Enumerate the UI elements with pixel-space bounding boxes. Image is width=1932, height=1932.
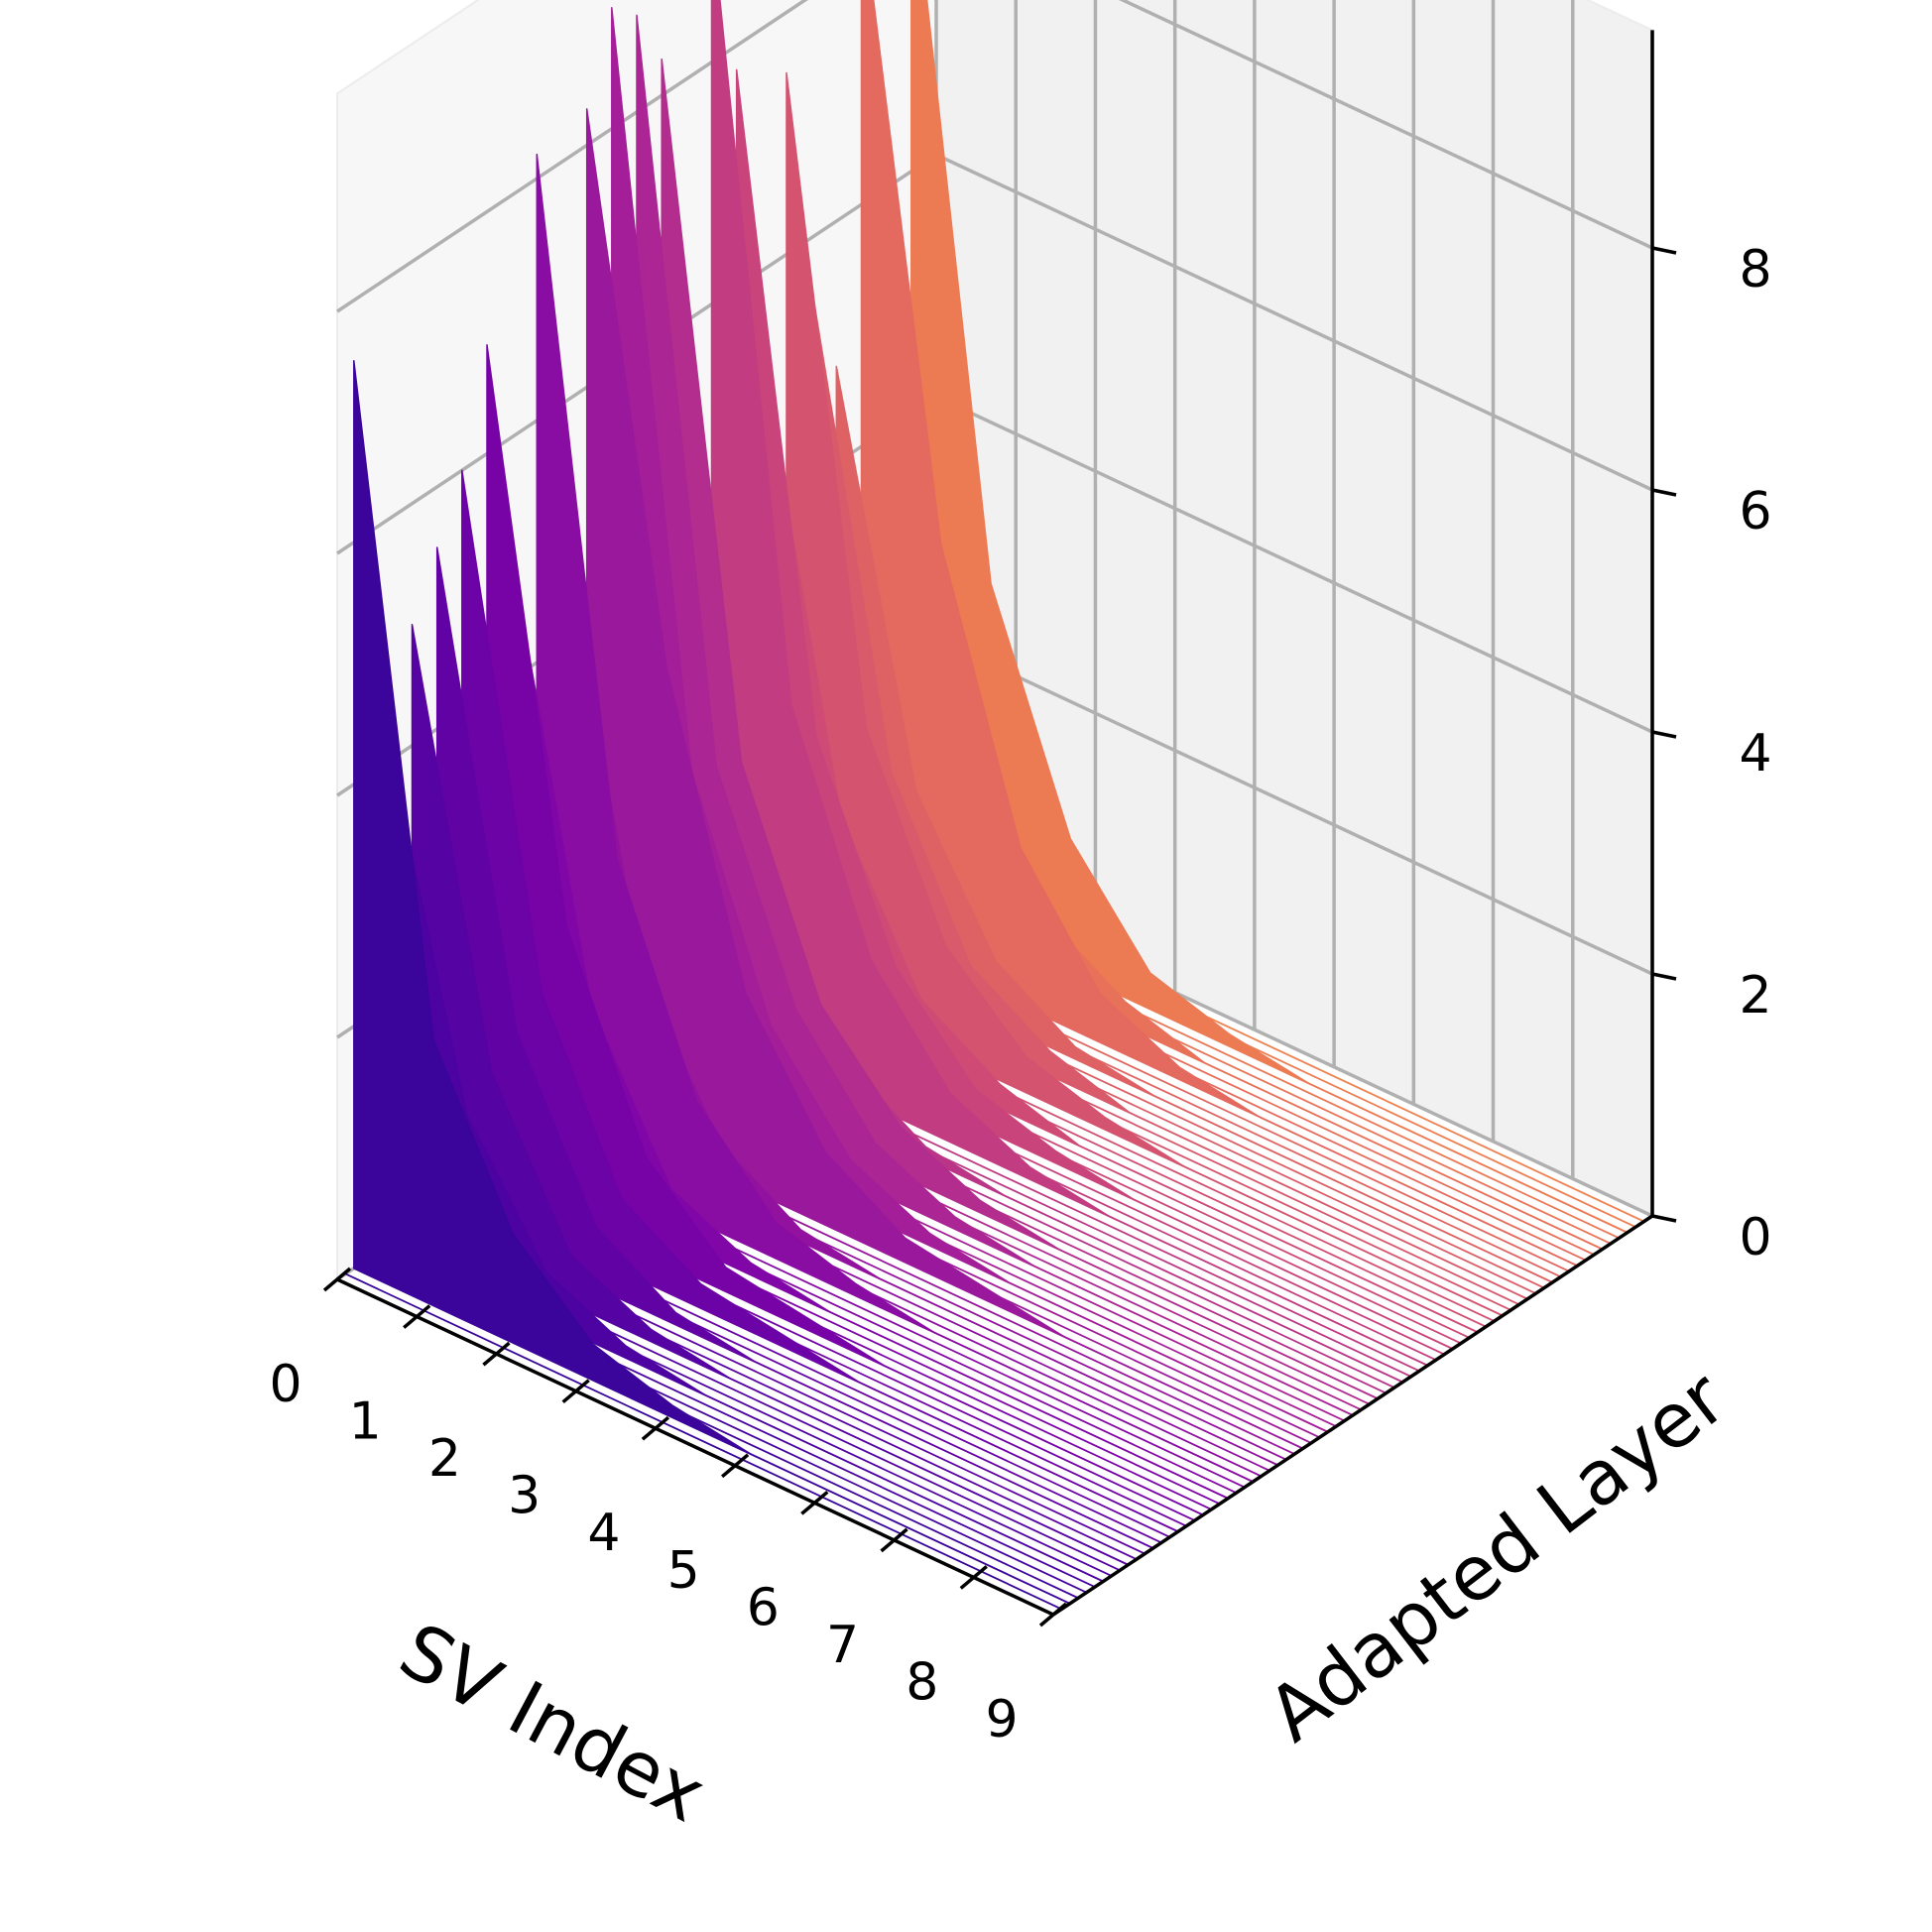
x-tick [403,1304,431,1329]
x-tick [800,1490,829,1515]
series-area [785,71,1504,1317]
series-area [353,360,1071,1605]
series-area [411,624,1130,1566]
z-tick-label: 0 [1739,1208,1771,1268]
x-axis-label: SV Index [386,1606,719,1839]
y-axis-label: Adapted Layer [1252,1353,1743,1758]
layer-baseline [345,1272,1062,1611]
series-area [661,58,1379,1400]
series-area [636,14,1354,1416]
z-tick [1651,972,1677,981]
x-tick [641,1415,670,1441]
x-tick-label: 7 [826,1616,859,1675]
series-area [735,68,1454,1350]
z-tick [1651,246,1677,255]
x-tick-label: 8 [906,1652,938,1712]
series-area [536,153,1255,1483]
axis-lines [336,30,1654,1617]
x-tick-label: 9 [985,1690,1018,1750]
z-tick-label: 6 [1739,482,1771,542]
z-tick-label: 4 [1739,724,1771,784]
x-tick [322,1267,352,1292]
series-area [761,354,1479,1334]
x-tick-label: 3 [508,1467,541,1526]
x-tick-label: 5 [667,1541,700,1601]
series-areas [353,0,1629,1605]
x-tick-label: 0 [269,1355,302,1414]
x-tick [482,1341,511,1367]
x-tick [959,1565,988,1590]
series-area [486,343,1204,1516]
z-tick-label: 8 [1739,240,1771,300]
z-tick [1651,1214,1677,1223]
series-area [386,737,1105,1583]
series-area [710,0,1429,1367]
series-area [511,557,1229,1500]
series-area [835,365,1554,1283]
series-area [611,7,1329,1433]
x-tick-label: 6 [747,1578,780,1637]
x-tick [1038,1602,1068,1628]
z-tick [1651,488,1677,497]
series-area [860,0,1579,1268]
z-tick [1651,730,1677,739]
z-tick-label: 2 [1739,966,1771,1026]
series-area [435,546,1154,1549]
series-area [461,469,1179,1533]
x-tick [880,1527,908,1553]
x-tick-label: 2 [428,1429,461,1489]
x-axis-line [336,1277,1054,1617]
x-tick-label: 1 [349,1392,382,1452]
series-area [910,0,1629,1234]
x-tick [720,1453,750,1479]
x-tick-label: 4 [587,1504,620,1563]
y-axis-line [1052,1214,1653,1617]
x-tick [561,1379,590,1404]
series-area [585,108,1304,1450]
